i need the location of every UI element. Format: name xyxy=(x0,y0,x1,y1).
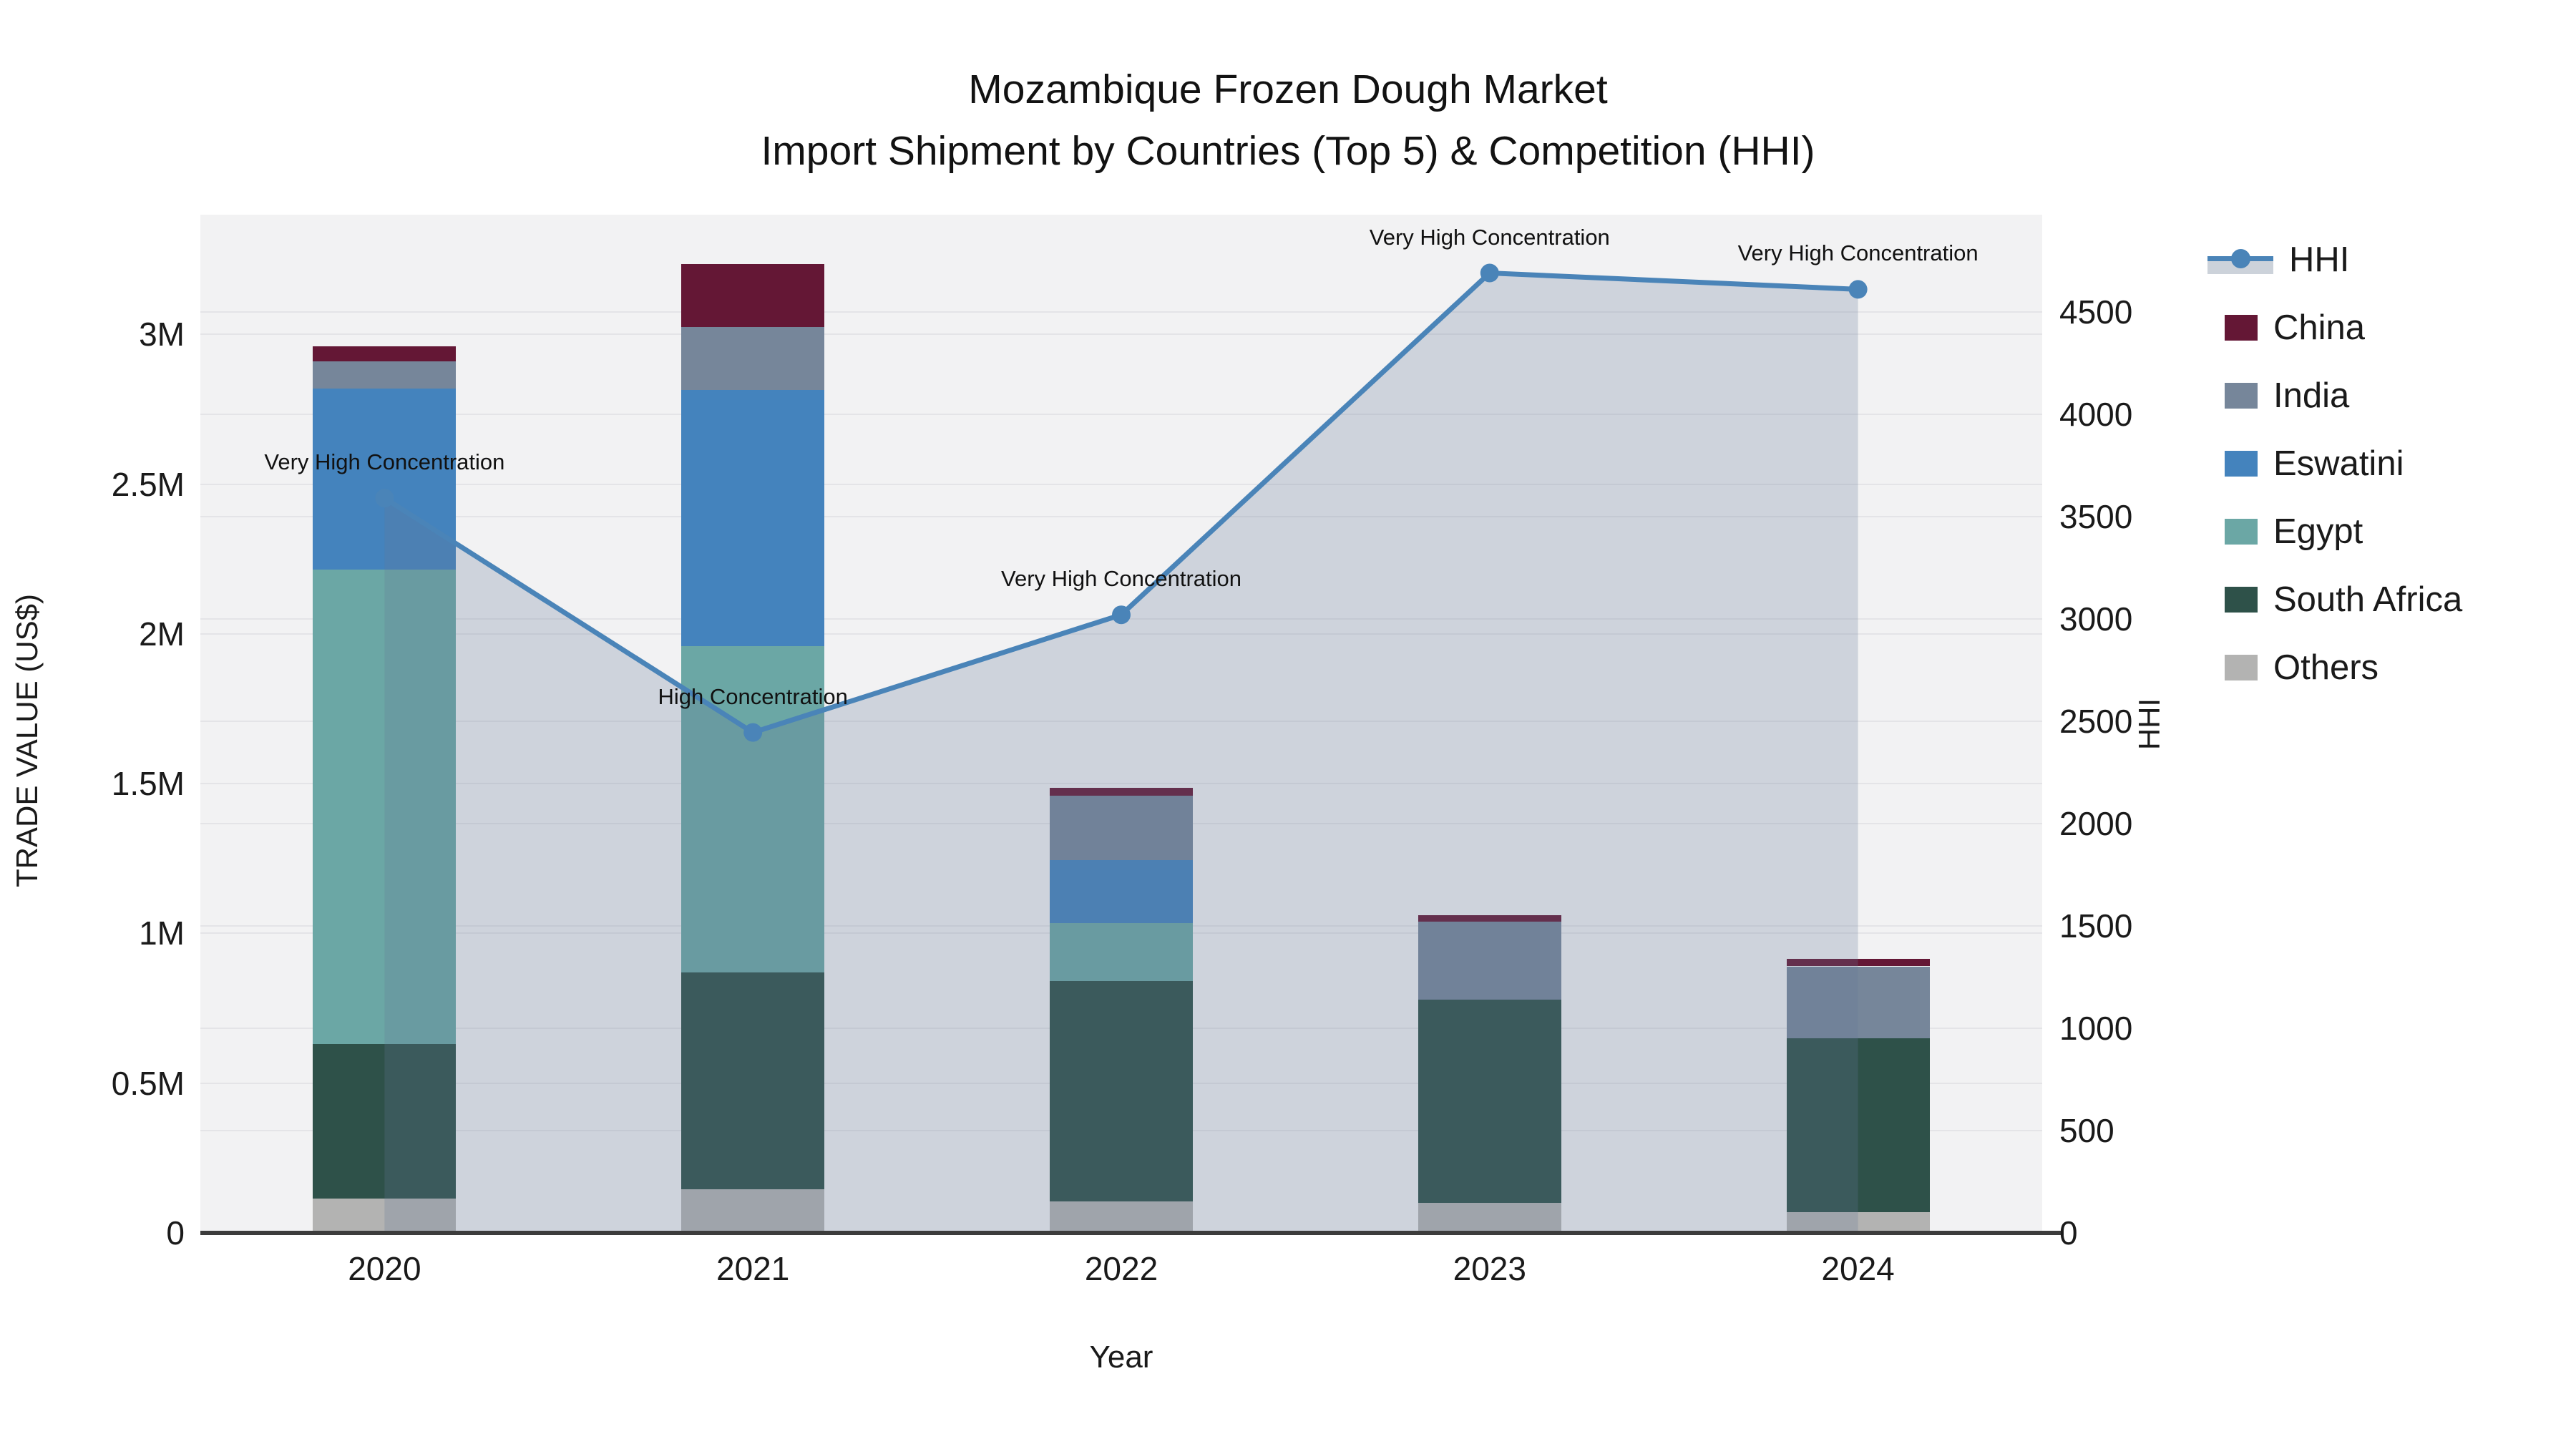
hhi-line-legend-marker xyxy=(2231,248,2250,268)
y-right-tick-1500: 1500 xyxy=(2059,907,2133,945)
bar-segment-eswatini-2020 xyxy=(313,388,457,570)
legend-swatch-south-africa xyxy=(2225,586,2258,613)
y-left-tick-2.5M: 2.5M xyxy=(111,465,185,503)
gridline xyxy=(200,311,2042,313)
bar-segment-egypt-2020 xyxy=(313,569,457,1045)
legend-label: Others xyxy=(2273,648,2379,687)
gridline xyxy=(200,633,2042,635)
legend-item-egypt[interactable]: Egypt xyxy=(2207,497,2462,565)
annotation-2022: Very High Concentration xyxy=(1000,566,1242,592)
gridline xyxy=(200,413,2042,415)
y-right-tick-2000: 2000 xyxy=(2059,804,2133,842)
bar-segment-south-africa-2021 xyxy=(681,972,825,1190)
x-axis-line xyxy=(200,1231,2064,1235)
legend-swatch-egypt xyxy=(2225,518,2258,545)
gridline xyxy=(200,720,2042,722)
bar-segment-india-2022 xyxy=(1050,795,1193,860)
x-tick-2023: 2023 xyxy=(1453,1250,1526,1287)
y-left-tick-2M: 2M xyxy=(139,615,185,653)
annotation-2023: Very High Concentration xyxy=(1369,224,1610,250)
y-right-tick-2500: 2500 xyxy=(2059,702,2133,740)
x-tick-2021: 2021 xyxy=(716,1250,790,1287)
y-right-tick-3000: 3000 xyxy=(2059,600,2133,638)
legend-item-eswatini[interactable]: Eswatini xyxy=(2207,429,2462,497)
bar-segment-eswatini-2021 xyxy=(681,389,825,646)
legend-label: Eswatini xyxy=(2273,444,2404,483)
y-left-tick-0.5M: 0.5M xyxy=(111,1064,185,1102)
hhi-marker-2021 xyxy=(743,723,763,742)
gridline xyxy=(200,515,2042,517)
plot-area: Very High Concentration High Concentratio… xyxy=(200,215,2064,1235)
y-right-tick-4500: 4500 xyxy=(2059,293,2133,331)
y-right-tick-3500: 3500 xyxy=(2059,497,2133,535)
y-left-tick-1.5M: 1.5M xyxy=(111,765,185,803)
legend-swatch-eswatini xyxy=(2225,450,2258,477)
bar-segment-india-2020 xyxy=(313,361,457,389)
y-axis-left-title: TRADE VALUE (US$) xyxy=(10,594,44,887)
bar-segment-others-2022 xyxy=(1050,1201,1193,1233)
bar-segment-china-2022 xyxy=(1050,788,1193,796)
hhi-marker-2022 xyxy=(1112,605,1131,625)
bar-segment-china-2021 xyxy=(681,264,825,327)
hhi-line-layer xyxy=(375,263,1868,1234)
y-right-tick-500: 500 xyxy=(2059,1111,2114,1149)
x-tick-2024: 2024 xyxy=(1821,1250,1895,1287)
bar-segment-india-2024 xyxy=(1786,966,1930,1038)
x-axis-title: Year xyxy=(1089,1340,1153,1375)
legend-swatch-china xyxy=(2225,314,2258,341)
hhi-marker-2023 xyxy=(1480,263,1499,283)
legend-item-others[interactable]: Others xyxy=(2207,633,2462,701)
gridline xyxy=(200,783,2042,785)
bar-segment-south-africa-2023 xyxy=(1418,999,1561,1204)
y-left-tick-0: 0 xyxy=(166,1214,185,1252)
bar-segment-others-2023 xyxy=(1418,1203,1561,1233)
chart-title-line1: Mozambique Frozen Dough Market xyxy=(968,67,1608,112)
legend-label: Egypt xyxy=(2273,512,2363,551)
legend-label: HHI xyxy=(2289,240,2350,279)
legend-item-india[interactable]: India xyxy=(2207,361,2462,429)
hhi-area-fill xyxy=(384,273,1858,1234)
y-right-tick-4000: 4000 xyxy=(2059,395,2133,433)
hhi-marker-2020 xyxy=(375,489,394,508)
legend-swatch-india xyxy=(2225,382,2258,409)
bar-segment-egypt-2022 xyxy=(1050,922,1193,982)
annotation-2021: High Concentration xyxy=(658,683,848,709)
bar-segment-eswatini-2022 xyxy=(1050,859,1193,923)
annotation-2024: Very High Concentration xyxy=(1737,240,1979,266)
bar-segment-others-2024 xyxy=(1786,1211,1930,1233)
gridline xyxy=(200,333,2042,336)
legend-label: India xyxy=(2273,376,2350,415)
gridline xyxy=(200,483,2042,485)
hhi-line-legend-icon xyxy=(2207,238,2273,281)
bar-segment-india-2023 xyxy=(1418,921,1561,1000)
legend: HHI China India Eswatini Egypt South Africa Ot… xyxy=(2207,225,2462,701)
bar-segment-china-2020 xyxy=(313,346,457,362)
chart-title: Mozambique Frozen Dough Market Import Sh… xyxy=(0,59,2576,182)
legend-item-hhi[interactable]: HHI xyxy=(2207,225,2462,293)
y-axis-right-title: HHI xyxy=(2132,698,2166,751)
bar-segment-others-2020 xyxy=(313,1198,457,1233)
y-left-tick-1M: 1M xyxy=(139,914,185,952)
bar-segment-others-2021 xyxy=(681,1189,825,1233)
legend-swatch-others xyxy=(2225,654,2258,680)
bar-segment-south-africa-2022 xyxy=(1050,981,1193,1202)
bar-segment-china-2023 xyxy=(1418,915,1561,922)
legend-item-china[interactable]: China xyxy=(2207,293,2462,361)
x-tick-2022: 2022 xyxy=(1084,1250,1158,1287)
y-right-tick-0: 0 xyxy=(2059,1214,2078,1252)
y-right-tick-1000: 1000 xyxy=(2059,1009,2133,1047)
y-left-tick-3M: 3M xyxy=(139,316,185,353)
legend-label: China xyxy=(2273,308,2366,347)
x-tick-2020: 2020 xyxy=(348,1250,421,1287)
bar-segment-south-africa-2020 xyxy=(313,1044,457,1199)
bar-segment-india-2021 xyxy=(681,326,825,390)
hhi-marker-2024 xyxy=(1848,280,1868,299)
legend-item-south-africa[interactable]: South Africa xyxy=(2207,565,2462,633)
bar-segment-china-2024 xyxy=(1786,959,1930,967)
chart-title-line2: Import Shipment by Countries (Top 5) & C… xyxy=(761,128,1815,174)
bar-segment-south-africa-2024 xyxy=(1786,1038,1930,1212)
annotation-2020: Very High Concentration xyxy=(264,449,505,475)
legend-label: South Africa xyxy=(2273,580,2463,619)
